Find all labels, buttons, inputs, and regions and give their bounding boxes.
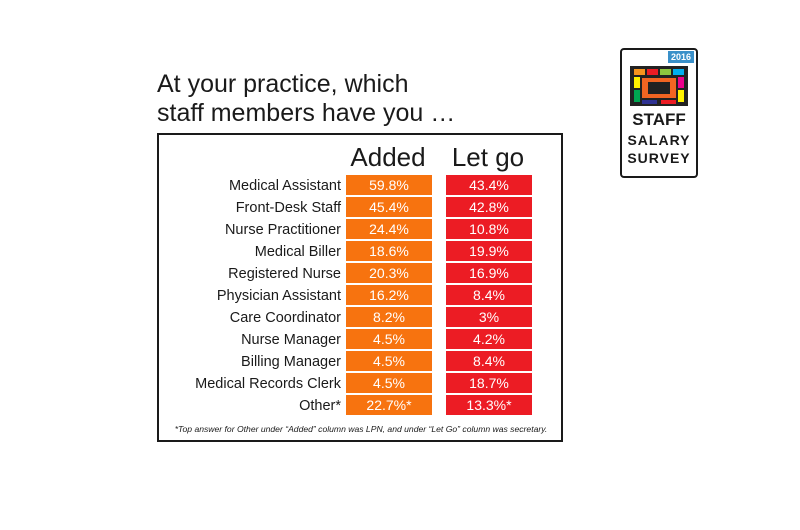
cell-let-go: 19.9% <box>446 241 532 261</box>
cell-let-go: 16.9% <box>446 263 532 283</box>
column-header-let-go: Let go <box>451 142 525 172</box>
table-row: Nurse Manager 4.5% 4.2% <box>159 329 561 351</box>
cell-added: 4.5% <box>346 329 432 349</box>
cell-let-go: 10.8% <box>446 219 532 239</box>
cell-added: 18.6% <box>346 241 432 261</box>
cell-let-go: 18.7% <box>446 373 532 393</box>
row-label: Nurse Practitioner <box>224 222 341 238</box>
table-row: Medical Records Clerk 4.5% 18.7% <box>159 373 561 395</box>
cell-added: 45.4% <box>346 197 432 217</box>
table-row: Physician Assistant 16.2% 8.4% <box>159 285 561 307</box>
cell-added: 4.5% <box>346 351 432 371</box>
cell-let-go: 8.4% <box>446 285 532 305</box>
row-label: Physician Assistant <box>216 288 341 304</box>
cell-added: 20.3% <box>346 263 432 283</box>
table-row: Care Coordinator 8.2% 3% <box>159 307 561 329</box>
row-label: Front-Desk Staff <box>235 200 341 216</box>
cell-added: 8.2% <box>346 307 432 327</box>
table-row: Billing Manager 4.5% 8.4% <box>159 351 561 373</box>
cell-let-go: 8.4% <box>446 351 532 371</box>
cell-let-go: 42.8% <box>446 197 532 217</box>
cell-let-go: 3% <box>446 307 532 327</box>
cell-let-go: 43.4% <box>446 175 532 195</box>
cell-let-go: 4.2% <box>446 329 532 349</box>
staff-salary-survey-logo: 2016 STAFF SALARY SURVEY <box>620 48 698 178</box>
cell-added: 4.5% <box>346 373 432 393</box>
row-label: Billing Manager <box>241 354 341 370</box>
logo-text-staff: STAFF <box>632 110 686 129</box>
title-line-1: At your practice, which <box>157 70 409 98</box>
row-label: Medical Biller <box>254 244 341 260</box>
table-rows: Medical Assistant 59.8% 43.4% Front-Desk St… <box>159 175 561 417</box>
column-header-added: Added <box>350 142 426 172</box>
chart-title: At your practice, which staff members ha… <box>157 70 455 128</box>
row-label: Nurse Manager <box>241 332 341 348</box>
cell-added: 59.8% <box>346 175 432 195</box>
table-row: Registered Nurse 20.3% 16.9% <box>159 263 561 285</box>
table-row: Other* 22.7%* 13.3%* <box>159 395 561 417</box>
table-row: Front-Desk Staff 45.4% 42.8% <box>159 197 561 219</box>
row-label: Other* <box>299 398 341 414</box>
footnote: *Top answer for Other under “Added” colu… <box>174 424 548 434</box>
survey-table: Added Let go Medical Assistant 59.8% 43.4%… <box>157 133 563 442</box>
cell-let-go: 13.3%* <box>446 395 532 415</box>
table-row: Medical Assistant 59.8% 43.4% <box>159 175 561 197</box>
row-label: Medical Records Clerk <box>195 376 341 392</box>
cell-added: 22.7%* <box>346 395 432 415</box>
row-label: Care Coordinator <box>229 310 341 326</box>
logo-text-salary: SALARY <box>627 132 691 148</box>
row-label: Registered Nurse <box>228 266 341 282</box>
cell-added: 16.2% <box>346 285 432 305</box>
table-row: Nurse Practitioner 24.4% 10.8% <box>159 219 561 241</box>
cell-added: 24.4% <box>346 219 432 239</box>
logo-mosaic-icon <box>630 66 688 106</box>
title-line-2: staff members have you … <box>157 99 456 127</box>
logo-year-badge: 2016 <box>667 51 694 63</box>
table-row: Medical Biller 18.6% 19.9% <box>159 241 561 263</box>
logo-text-survey: SURVEY <box>627 150 691 166</box>
row-label: Medical Assistant <box>228 178 341 194</box>
